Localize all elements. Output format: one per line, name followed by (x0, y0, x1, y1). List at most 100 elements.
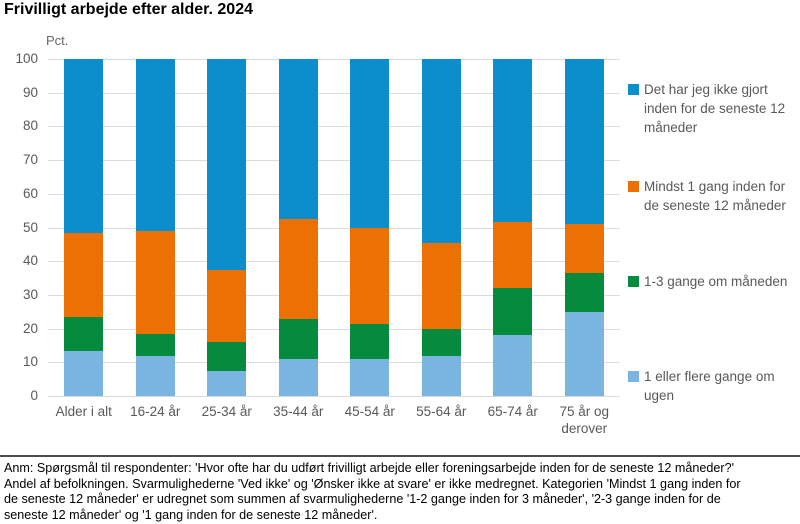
bar-segment (350, 59, 390, 228)
bar-segment (350, 323, 390, 359)
footnote-line: Anm: Spørgsmål til respondenter: 'Hvor o… (4, 461, 735, 475)
gridline (48, 59, 620, 60)
gridline (48, 396, 620, 397)
gridline (48, 126, 620, 128)
stacked-bar (64, 59, 104, 396)
footnote: Anm: Spørgsmål til respondenter: 'Hvor o… (4, 461, 798, 523)
legend-item: Mindst 1 gang inden for de seneste 12 må… (628, 177, 798, 215)
legend-label: Mindst 1 gang inden for de seneste 12 må… (644, 179, 786, 213)
y-tick-label: 10 (22, 354, 38, 370)
bar-segment (493, 335, 533, 396)
bar-segment (421, 59, 461, 243)
gridline (48, 261, 620, 263)
gridline (48, 362, 620, 364)
stacked-bar (135, 59, 175, 396)
x-axis-label: Alder i alt (55, 404, 112, 419)
footnote-line: seneste 12 måneder' og '1 gang inden for… (4, 507, 378, 522)
x-axis-label: 55-64 år (416, 404, 467, 419)
y-tick-label: 80 (22, 118, 38, 134)
bar-segment (278, 59, 318, 220)
bar-column (191, 59, 263, 396)
stacked-bar (493, 59, 533, 396)
gridline (48, 328, 620, 330)
x-axis-label: 25-34 år (201, 404, 252, 419)
y-axis-unit-label: Pct. (46, 33, 69, 48)
bar-segment (135, 59, 175, 231)
bar-column (120, 59, 192, 396)
bar-segment (493, 59, 533, 223)
bars-row (48, 59, 620, 396)
gridline (48, 160, 620, 162)
bar-column (263, 59, 335, 396)
bar-column (477, 59, 549, 396)
legend-swatch-icon (628, 84, 639, 95)
bar-segment (564, 273, 604, 312)
bar-segment (207, 370, 247, 396)
bar-column (48, 59, 120, 396)
legend-item: 1 eller flere gange om ugen (628, 367, 798, 405)
legend-swatch-icon (628, 181, 639, 192)
legend-label: 1-3 gange om måneden (644, 274, 788, 289)
bar-column (334, 59, 406, 396)
y-tick-label: 30 (22, 286, 38, 302)
bar-segment (421, 328, 461, 356)
bar-segment (564, 59, 604, 225)
legend-item: Det har jeg ikke gjort inden for de sene… (628, 80, 798, 137)
gridline (48, 193, 620, 195)
y-tick-label: 50 (22, 219, 38, 235)
footnote-divider (0, 455, 800, 457)
bar-segment (421, 355, 461, 396)
stacked-bar (278, 59, 318, 396)
footnote-line: Andel af befolkningen. Svarmulighederne … (4, 476, 741, 491)
footnote-line: de seneste 12 måneder' er udregnet som s… (4, 492, 721, 507)
stacked-bar (564, 59, 604, 396)
stacked-bar (421, 59, 461, 396)
gridline (48, 294, 620, 296)
bar-segment (278, 358, 318, 396)
bar-segment (64, 232, 104, 317)
bar-segment (564, 224, 604, 273)
legend-item: 1-3 gange om måneden (628, 272, 798, 291)
x-axis-label: 65-74 år (487, 404, 538, 419)
x-axis-label: 75 år og derover (559, 404, 610, 436)
bar-segment (135, 355, 175, 396)
bar-segment (421, 242, 461, 329)
x-axis-labels: Alder i alt 16-24 år 25-34 år 35-44 år 45-54… (48, 403, 620, 437)
y-tick-label: 20 (22, 320, 38, 336)
bar-segment (207, 59, 247, 270)
x-axis-label: 45-54 år (344, 404, 395, 419)
y-tick-label: 90 (22, 84, 38, 100)
bar-segment (207, 269, 247, 343)
bar-segment (493, 222, 533, 289)
y-tick-label: 40 (22, 253, 38, 269)
bar-column (549, 59, 621, 396)
gridline (48, 227, 620, 229)
plot-area (48, 59, 620, 397)
bar-segment (350, 227, 390, 324)
y-tick-label: 0 (30, 388, 38, 403)
chart-title: Frivilligt arbejde efter alder. 2024 (4, 1, 253, 18)
bar-segment (493, 288, 533, 336)
bar-column (406, 59, 478, 396)
bar-segment (64, 350, 104, 396)
stacked-bar (207, 59, 247, 396)
legend-label: Det har jeg ikke gjort inden for de sene… (644, 82, 786, 135)
bar-segment (64, 59, 104, 233)
bar-segment (64, 316, 104, 351)
bar-segment (135, 333, 175, 356)
gridline (48, 92, 620, 94)
bar-segment (278, 219, 318, 319)
bar-segment (207, 342, 247, 371)
x-axis-label: 16-24 år (130, 404, 181, 419)
bar-segment (564, 311, 604, 396)
y-tick-label: 60 (22, 185, 38, 201)
bar-segment (278, 318, 318, 359)
legend-swatch-icon (628, 371, 639, 382)
legend-swatch-icon (628, 276, 639, 287)
y-tick-label: 100 (15, 51, 38, 66)
y-tick-label: 70 (22, 152, 38, 168)
stacked-bar (350, 59, 390, 396)
x-axis-label: 35-44 år (273, 404, 324, 419)
bar-segment (350, 358, 390, 396)
